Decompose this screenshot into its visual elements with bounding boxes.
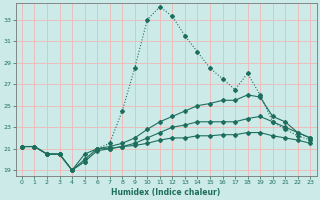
X-axis label: Humidex (Indice chaleur): Humidex (Indice chaleur) xyxy=(111,188,221,197)
